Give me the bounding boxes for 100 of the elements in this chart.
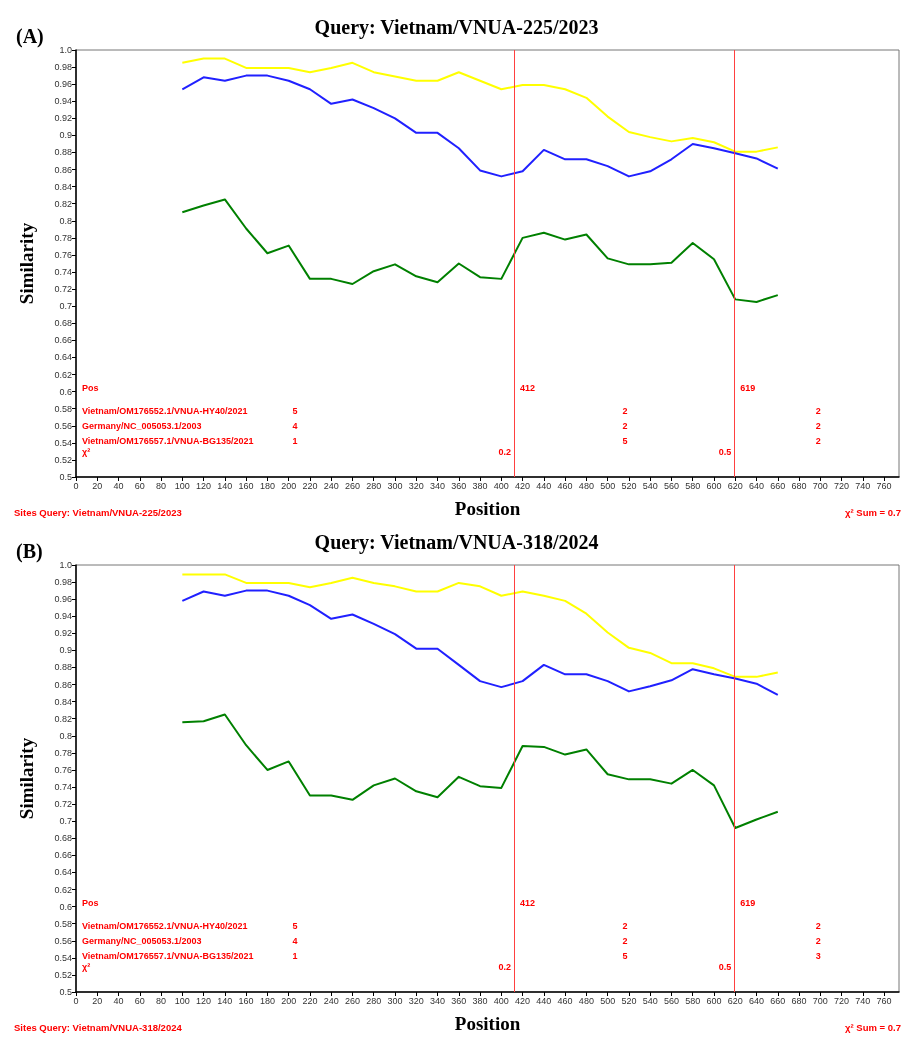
y-tick-label: 0.76 — [54, 249, 72, 260]
line-series — [181, 57, 779, 153]
annotation: Vietnam/OM176552.1/VNUA-HY40/2021 — [82, 920, 248, 931]
annotation: 3 — [815, 951, 821, 962]
x-tick-label: 320 — [408, 995, 424, 1006]
y-tick-label: 0.6 — [59, 386, 72, 397]
y-tick-label: 0.84 — [54, 696, 72, 707]
annotation: 2 — [622, 420, 628, 431]
x-tick-label: 300 — [387, 995, 403, 1006]
annotation: 1 — [292, 951, 298, 962]
x-tick-label: 0 — [73, 480, 79, 491]
x-tick-label: 400 — [493, 480, 509, 491]
x-tick-label: 440 — [536, 480, 552, 491]
y-tick-label: 0.74 — [54, 267, 72, 278]
y-tick-label: 0.64 — [54, 867, 72, 878]
annotation: 0.2 — [498, 962, 512, 973]
y-tick-label: 0.88 — [54, 662, 72, 673]
annotation: 0.5 — [718, 962, 732, 973]
x-tick-label: 560 — [663, 480, 679, 491]
y-tick-label: 0.82 — [54, 198, 72, 209]
y-tick-label: 0.76 — [54, 764, 72, 775]
y-tick-label: 0.9 — [59, 645, 72, 656]
x-tick-label: 80 — [156, 995, 167, 1006]
x-tick-label: 660 — [770, 995, 786, 1006]
x-tick-label: 740 — [855, 480, 871, 491]
text: Sites Query: Vietnam/VNUA-318/2024 — [14, 1021, 183, 1033]
x-tick-label: 220 — [302, 480, 318, 491]
text: (B) — [16, 540, 43, 563]
chart-title: Query: Vietnam/VNUA-318/2024 — [314, 531, 599, 554]
x-tick-label: 80 — [156, 480, 167, 491]
annotation: Vietnam/OM176557.1/VNUA-BG135/2021 — [82, 436, 254, 447]
y-tick-label: 0.58 — [54, 403, 72, 414]
line-series — [181, 74, 779, 178]
ref-line-label: 412 — [520, 383, 536, 394]
x-tick-label: 740 — [855, 995, 871, 1006]
x-tick-label: 360 — [451, 480, 467, 491]
annotation: 2 — [622, 405, 628, 416]
y-tick-label: 0.74 — [54, 782, 72, 793]
x-tick-label: 420 — [515, 995, 531, 1006]
annotation: 0.2 — [498, 447, 512, 458]
x-tick-label: 40 — [113, 480, 124, 491]
x-tick-label: 180 — [259, 995, 275, 1006]
x-tick-label: 600 — [706, 480, 722, 491]
text: (A) — [16, 25, 44, 48]
x-tick-label: 100 — [174, 995, 190, 1006]
x-tick-label: 580 — [685, 995, 701, 1006]
y-tick-label: 0.62 — [54, 884, 72, 895]
x-tick-label: 100 — [174, 480, 190, 491]
y-tick-label: 0.7 — [59, 816, 72, 827]
x-tick-label: 600 — [706, 995, 722, 1006]
annotation: 0.5 — [718, 447, 732, 458]
y-tick-label: 0.68 — [54, 833, 72, 844]
y-tick-label: 0.78 — [54, 232, 72, 243]
x-tick-label: 760 — [876, 995, 892, 1006]
x-tick-label: 280 — [366, 995, 382, 1006]
y-tick-label: 0.98 — [54, 577, 72, 588]
y-tick-label: 1.0 — [59, 560, 72, 570]
x-axis-title: Position — [454, 1013, 521, 1034]
x-tick-label: 200 — [281, 480, 297, 491]
y-tick-label: 0.5 — [59, 987, 72, 997]
annotation: 5 — [622, 436, 628, 447]
y-tick-label: 0.5 — [59, 472, 72, 482]
y-tick-label: 0.8 — [59, 730, 72, 741]
y-tick-label: 0.92 — [54, 628, 72, 639]
y-tick-label: 1.0 — [59, 45, 72, 55]
text: χ² Sum = 0.7 — [845, 506, 901, 518]
x-tick-label: 520 — [621, 995, 637, 1006]
text: χ² Sum = 0.7 — [845, 1021, 901, 1033]
line-series — [181, 573, 779, 678]
x-tick-label: 140 — [217, 480, 233, 491]
x-tick-label: 380 — [472, 480, 488, 491]
y-tick-label: 0.78 — [54, 747, 72, 758]
y-tick-label: 0.58 — [54, 918, 72, 929]
y-tick-label: 0.86 — [54, 679, 72, 690]
y-tick-label: 0.88 — [54, 147, 72, 158]
annotation: 2 — [815, 436, 821, 447]
x-tick-label: 460 — [557, 995, 573, 1006]
x-tick-label: 480 — [578, 995, 594, 1006]
annotation: Vietnam/OM176552.1/VNUA-HY40/2021 — [82, 405, 248, 416]
line-series — [181, 589, 779, 696]
y-axis-title: Similarity — [16, 737, 37, 820]
y-tick-label: 0.94 — [54, 611, 72, 622]
x-tick-label: 380 — [472, 995, 488, 1006]
y-tick-label: 0.52 — [54, 969, 72, 980]
x-tick-label: 200 — [281, 995, 297, 1006]
y-tick-label: 0.72 — [54, 799, 72, 810]
x-tick-label: 20 — [92, 480, 103, 491]
x-tick-label: 400 — [493, 995, 509, 1006]
annotation: Pos — [82, 383, 99, 394]
x-tick-label: 620 — [727, 995, 743, 1006]
y-axis-title: Similarity — [16, 222, 37, 305]
annotation: 4 — [292, 935, 298, 946]
x-tick-label: 160 — [238, 480, 254, 491]
annotation: Germany/NC_005053.1/2003 — [82, 935, 202, 946]
x-tick-label: 360 — [451, 995, 467, 1006]
y-tick-label: 0.64 — [54, 352, 72, 363]
x-tick-label: 760 — [876, 480, 892, 491]
x-tick-label: 160 — [238, 995, 254, 1006]
y-tick-label: 0.52 — [54, 454, 72, 465]
x-tick-label: 320 — [408, 480, 424, 491]
